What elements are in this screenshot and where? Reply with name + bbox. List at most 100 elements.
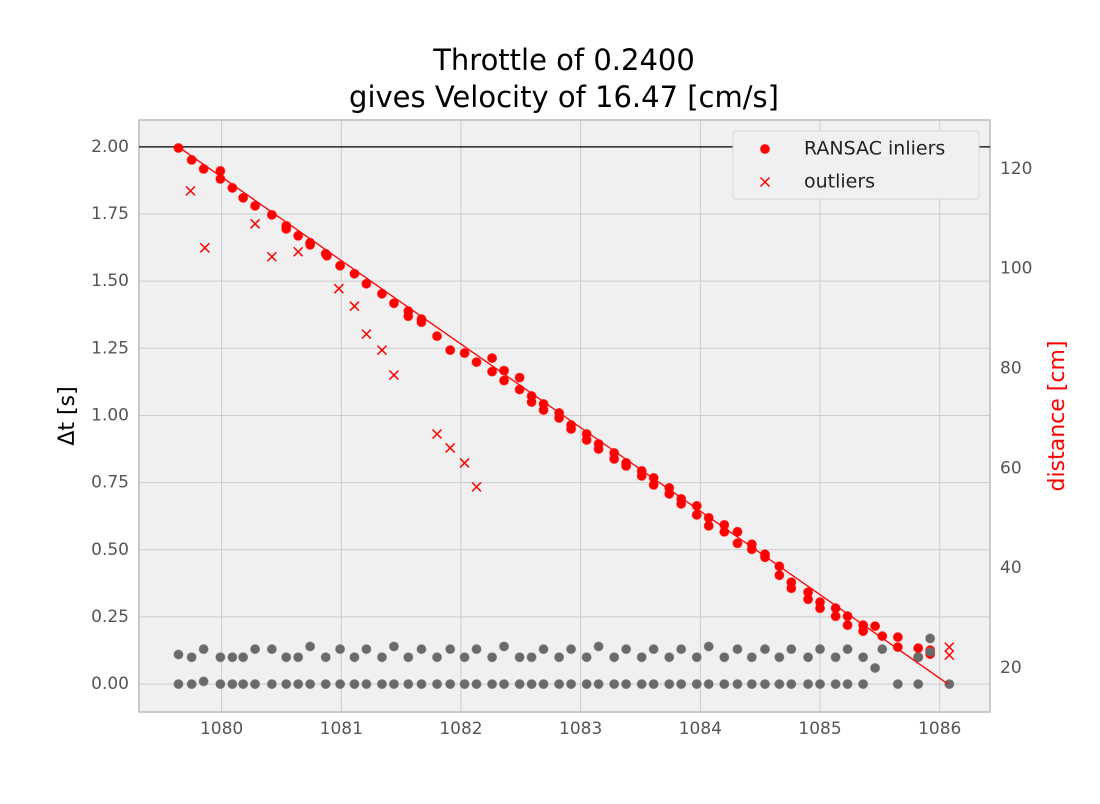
point <box>432 652 443 663</box>
legend-label: outliers <box>804 171 875 193</box>
point <box>471 644 482 655</box>
point <box>388 641 399 652</box>
point <box>732 644 743 655</box>
outlier-marker <box>199 242 210 253</box>
point <box>609 453 620 464</box>
point <box>403 311 414 322</box>
outlier-marker <box>250 218 261 229</box>
point <box>514 372 525 383</box>
point <box>676 679 687 690</box>
point <box>445 679 456 690</box>
y2-tick-label: 60 <box>1000 458 1022 478</box>
y2-tick-label: 40 <box>1000 558 1022 578</box>
point <box>238 192 249 203</box>
point <box>305 641 316 652</box>
point <box>186 652 197 663</box>
point <box>459 348 470 359</box>
point <box>250 644 261 655</box>
point <box>815 603 826 614</box>
point <box>664 488 675 499</box>
point <box>459 679 470 690</box>
point <box>858 626 869 637</box>
point <box>719 652 730 663</box>
point <box>830 652 841 663</box>
x-tick-label: 1086 <box>918 719 961 739</box>
point <box>526 652 537 663</box>
point <box>719 679 730 690</box>
point <box>432 331 443 342</box>
point <box>581 679 592 690</box>
point <box>173 679 184 690</box>
point <box>803 679 814 690</box>
point <box>335 260 346 271</box>
point <box>215 652 226 663</box>
point <box>925 646 936 657</box>
point <box>335 679 346 690</box>
point <box>842 620 853 631</box>
point <box>266 644 277 655</box>
point <box>830 611 841 622</box>
point <box>676 498 687 509</box>
point <box>803 594 814 605</box>
point <box>487 679 498 690</box>
point <box>250 679 261 690</box>
point <box>719 526 730 537</box>
outlier-marker <box>293 246 304 257</box>
point <box>648 479 659 490</box>
point <box>471 357 482 368</box>
point <box>514 652 525 663</box>
point <box>746 679 757 690</box>
point <box>538 679 549 690</box>
y2-axis-label: distance [cm] <box>1045 341 1070 492</box>
y2-tick-label: 120 <box>1000 159 1032 179</box>
outlier-marker <box>944 642 955 653</box>
legend-label: RANSAC inliers <box>804 138 945 160</box>
point <box>173 142 184 153</box>
point <box>609 679 620 690</box>
point <box>786 679 797 690</box>
x-tick-label: 1083 <box>559 719 602 739</box>
point <box>815 644 826 655</box>
point <box>703 641 714 652</box>
point <box>499 641 510 652</box>
point <box>892 632 903 643</box>
plot-content <box>139 142 990 690</box>
point <box>870 662 881 673</box>
legend-marker <box>760 144 770 154</box>
point <box>842 644 853 655</box>
point <box>925 633 936 644</box>
y-tick-label: 1.50 <box>91 271 129 291</box>
plot-frame <box>138 119 991 713</box>
point <box>173 649 184 660</box>
point <box>471 679 482 690</box>
point <box>593 641 604 652</box>
point <box>499 679 510 690</box>
legend-marker <box>759 176 771 188</box>
point <box>703 520 714 531</box>
x-tick-label: 1085 <box>798 719 841 739</box>
y-tick-label: 1.25 <box>91 338 129 358</box>
point <box>944 679 955 690</box>
point <box>238 679 249 690</box>
point <box>514 679 525 690</box>
point <box>305 679 316 690</box>
point <box>877 644 888 655</box>
point <box>361 278 372 289</box>
outlier-marker <box>388 370 399 381</box>
point <box>664 652 675 663</box>
outlier-marker <box>376 345 388 356</box>
point <box>691 652 702 663</box>
point <box>293 652 304 663</box>
point <box>786 583 797 594</box>
point <box>691 509 702 520</box>
x-tick-label: 1084 <box>679 719 722 739</box>
point <box>445 345 456 356</box>
point <box>621 679 632 690</box>
point <box>676 644 687 655</box>
legend-box <box>732 130 980 200</box>
chart-title: gives Velocity of 16.47 [cm/s] <box>349 80 779 114</box>
outlier-marker <box>445 442 456 453</box>
point <box>320 679 331 690</box>
point <box>538 405 549 416</box>
point <box>514 384 525 395</box>
